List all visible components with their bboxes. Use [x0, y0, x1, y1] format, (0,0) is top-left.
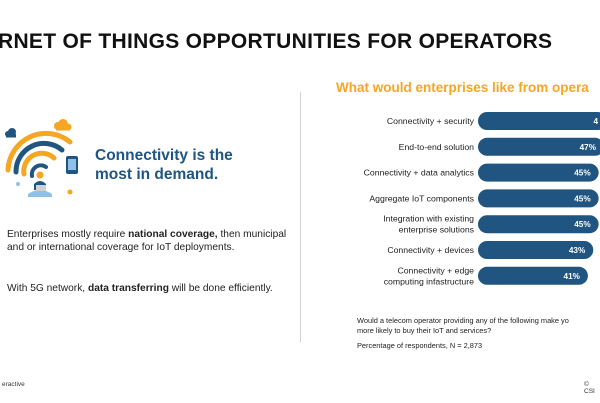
headline: Connectivity is the most in demand.	[95, 146, 295, 184]
5g-paragraph: With 5G network, data transferring will …	[7, 283, 292, 296]
cloud-icon	[5, 128, 16, 138]
iot-illustration	[5, 119, 78, 197]
chart-title: What would enterprises like from opera	[336, 80, 589, 95]
footer-copyright: © CSI	[584, 381, 595, 395]
value-label: 45%	[574, 169, 591, 178]
value-label: 45%	[574, 194, 591, 203]
value-label: 47%	[580, 143, 597, 152]
para-emphasis: data transferring	[87, 283, 169, 294]
bar	[478, 112, 600, 130]
headline-line: Connectivity is the	[95, 147, 233, 164]
cloud-icon	[54, 119, 72, 131]
bar	[478, 241, 594, 259]
value-label: 4	[593, 117, 598, 126]
category-label: Aggregate IoT components	[369, 193, 474, 203]
footer-source: eractive	[2, 381, 25, 388]
category-label: Connectivity + edge computing infastructu…	[384, 265, 474, 286]
question-line: Would a telecom operator providing any o…	[357, 316, 569, 325]
value-label: 43%	[569, 246, 586, 255]
bar	[478, 189, 599, 208]
category-label: Connectivity + devices	[387, 245, 474, 255]
para-text: then municipal and or international cove…	[7, 229, 287, 253]
wifi-icon	[5, 130, 73, 178]
para-text: will be done efficiently.	[168, 283, 273, 294]
category-label: End-to-end solution	[399, 142, 475, 152]
bar	[478, 163, 599, 182]
category-label: Connectivity + security	[387, 116, 475, 126]
person-icon	[28, 171, 52, 197]
question-line: more likely to buy their IoT and service…	[357, 326, 492, 335]
para-text: With 5G network,	[7, 283, 88, 294]
coverage-paragraph: Enterprises mostly require national cove…	[7, 229, 292, 254]
para-emphasis: national coverage,	[128, 229, 218, 240]
survey-question: Would a telecom operator providing any o…	[357, 316, 600, 336]
divider	[300, 92, 301, 342]
para-text: Enterprises mostly require	[7, 229, 129, 240]
value-label: 41%	[564, 272, 581, 281]
headline-line: most in demand.	[95, 166, 219, 183]
bar-chart: Connectivity + security 4 End-to-end solut…	[364, 112, 600, 286]
category-label: Integration with existing enterprise solu…	[383, 214, 474, 235]
sample-base: Percentage of respondents, N = 2,873	[357, 341, 483, 350]
bar	[478, 215, 599, 234]
page-title: RNET OF THINGS OPPORTUNITIES FOR OPERATO…	[0, 30, 553, 53]
category-label: Connectivity + data analytics	[364, 168, 475, 178]
bar	[478, 137, 600, 156]
value-label: 45%	[574, 220, 591, 229]
bar	[478, 266, 588, 285]
